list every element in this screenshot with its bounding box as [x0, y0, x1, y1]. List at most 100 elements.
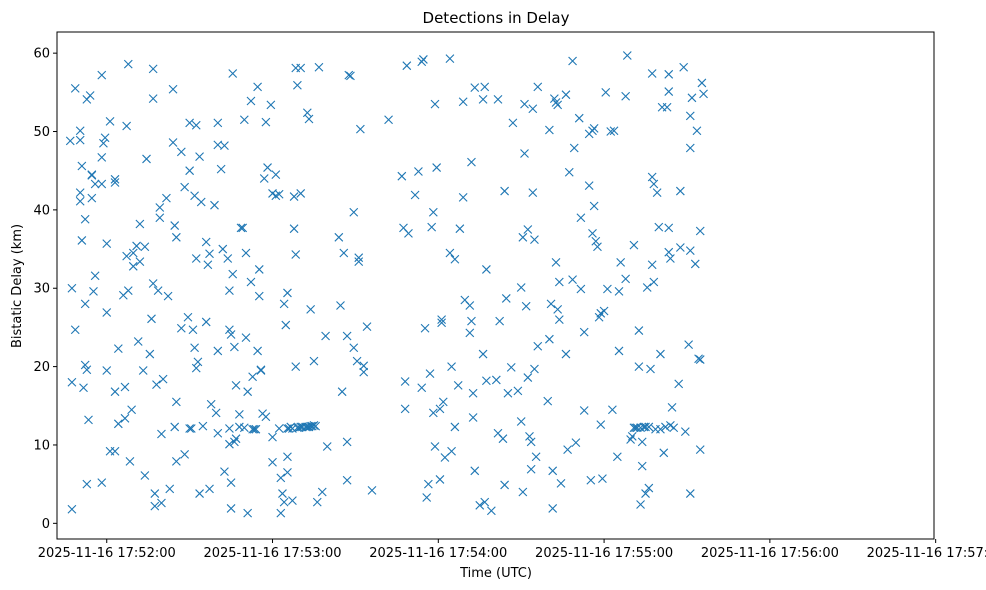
data-point [627, 431, 637, 441]
data-point [110, 446, 120, 456]
data-point [520, 99, 529, 109]
data-point [425, 369, 435, 379]
data-point [568, 275, 577, 285]
data-point [226, 478, 236, 487]
data-point [203, 260, 213, 270]
data-point [367, 486, 377, 495]
data-point [132, 241, 141, 251]
data-point [588, 229, 597, 238]
data-point [467, 316, 476, 326]
data-point [306, 305, 316, 314]
data-point [551, 257, 561, 267]
data-point [249, 424, 259, 434]
data-point [283, 288, 292, 298]
data-point [225, 424, 234, 433]
data-point [205, 249, 214, 259]
data-point [113, 344, 123, 353]
data-point [481, 376, 491, 386]
data-point [384, 115, 393, 125]
data-point [647, 172, 657, 182]
data-point [291, 250, 301, 259]
data-point [410, 190, 420, 200]
data-point [268, 432, 277, 442]
data-point [336, 301, 345, 310]
data-point [291, 362, 301, 371]
data-point [685, 143, 695, 153]
data-point [135, 257, 145, 266]
data-point [150, 501, 160, 511]
data-point [342, 475, 352, 485]
data-point [568, 56, 577, 66]
data-point [533, 82, 543, 92]
data-point [675, 243, 685, 252]
data-point [140, 242, 150, 252]
data-point [148, 94, 158, 103]
data-point [148, 279, 158, 288]
data-point [687, 93, 697, 103]
data-point [652, 188, 662, 198]
data-point [521, 301, 531, 311]
data-point [148, 64, 158, 74]
data-point [123, 59, 133, 69]
data-point [478, 95, 488, 104]
data-point [423, 479, 433, 489]
data-point [430, 99, 440, 109]
data-point [612, 452, 622, 462]
data-point [128, 248, 138, 258]
data-point [289, 192, 299, 201]
data-point [352, 356, 362, 366]
data-point [656, 349, 665, 359]
data-point [642, 283, 652, 292]
data-point [561, 349, 571, 359]
data-point [528, 104, 538, 114]
data-point [147, 314, 156, 324]
data-point [77, 236, 87, 245]
data-point [171, 232, 181, 242]
data-point [168, 138, 178, 147]
data-point [337, 387, 347, 397]
data-point [359, 361, 369, 371]
data-point [516, 283, 526, 292]
y-tick-label: 60 [33, 47, 50, 62]
data-point [241, 333, 251, 342]
data-point [138, 366, 148, 375]
data-point [296, 189, 306, 198]
data-point [695, 226, 705, 236]
data-point [105, 116, 115, 126]
data-point [601, 87, 611, 97]
data-point [198, 421, 208, 431]
data-point [553, 100, 563, 110]
data-point [239, 115, 249, 125]
data-point [447, 446, 456, 456]
y-axis-ticks: 0 10 20 30 40 50 60 [33, 47, 57, 532]
data-point [503, 388, 513, 398]
data-point [427, 222, 437, 232]
plot-frame [56, 31, 935, 540]
data-point [467, 157, 476, 167]
data-point [664, 69, 674, 79]
data-point [266, 100, 276, 110]
data-point [362, 322, 372, 332]
data-point [675, 186, 685, 196]
data-point [211, 408, 221, 418]
data-point [113, 419, 123, 429]
data-point [176, 323, 186, 333]
data-point [165, 484, 175, 494]
data-point [692, 126, 702, 136]
data-point [80, 214, 90, 224]
data-point [548, 504, 558, 513]
data-point [344, 70, 354, 80]
data-point [231, 381, 241, 390]
data-point [171, 397, 181, 407]
data-point [699, 89, 708, 99]
data-point [75, 135, 85, 145]
data-point [185, 166, 195, 176]
data-point [125, 457, 135, 466]
data-point [213, 428, 223, 438]
y-tick-label: 10 [33, 438, 50, 453]
data-point [506, 362, 516, 372]
data-point [281, 320, 291, 330]
x-tick-label: 2025-11-16 17:52:00 [38, 546, 176, 561]
data-point [654, 222, 664, 232]
data-point [516, 417, 526, 426]
